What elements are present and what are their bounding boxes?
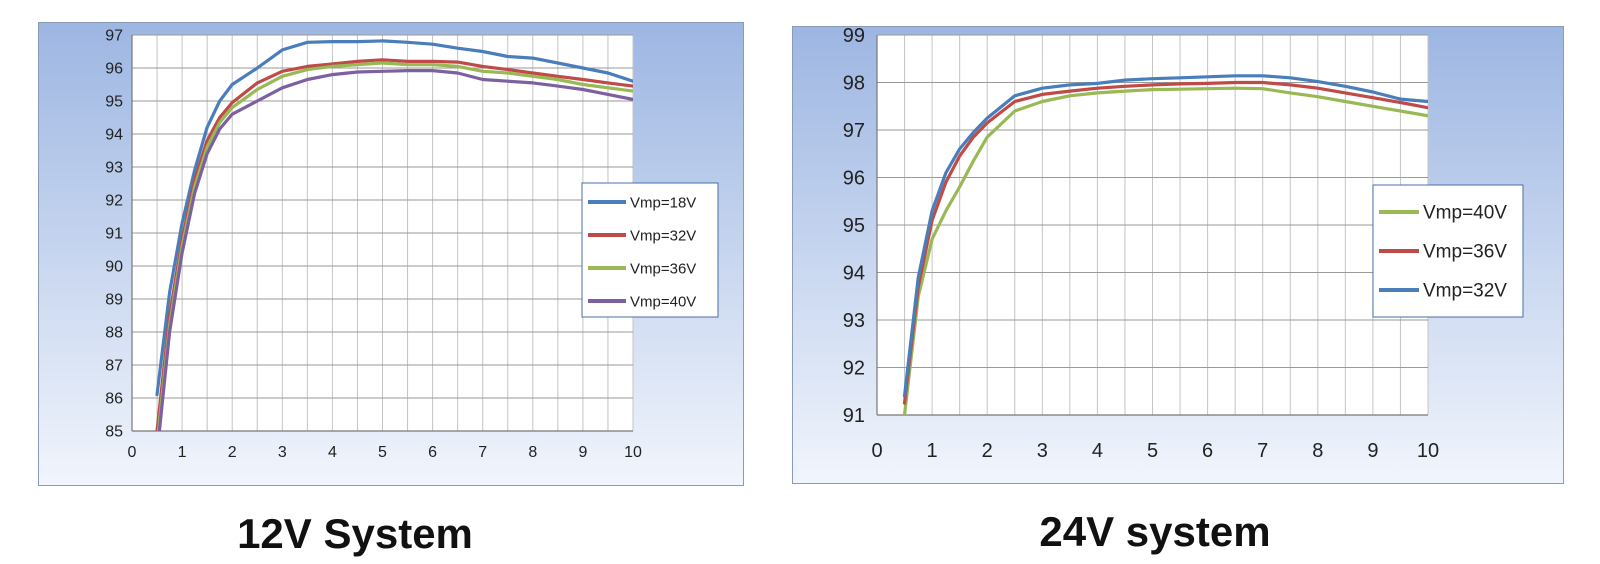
chart-title-24v: 24V system (1039, 508, 1271, 555)
y-tick-label: 96 (105, 61, 123, 78)
series-line-vmp-32v (902, 74, 1428, 398)
x-tick-label: 3 (278, 444, 287, 461)
chart-title-12v: 12V System (237, 510, 473, 557)
legend-label: Vmp=32V (630, 227, 696, 244)
x-tick-label: 9 (1367, 440, 1378, 462)
y-tick-label: 93 (105, 160, 123, 177)
y-tick-label: 97 (105, 28, 123, 45)
series-line-vmp-36v (156, 61, 633, 431)
y-tick-label: 94 (843, 263, 865, 285)
series-line-vmp-40v (157, 68, 633, 431)
x-tick-label: 1 (178, 444, 187, 461)
legend-label: Vmp=36V (630, 260, 696, 277)
chart-panel-12v: 85 86 87 88 89 90 91 92 93 94 95 96 97 0 1 2 3 4 5 6 7 8 9 10 Vm… (38, 22, 744, 486)
x-tick-label: 4 (1092, 440, 1103, 462)
x-tick-label: 8 (528, 444, 537, 461)
y-tick-label: 95 (105, 94, 123, 111)
x-tick-label: 9 (578, 444, 587, 461)
y-tick-label: 96 (843, 168, 865, 190)
y-tick-label: 92 (843, 358, 865, 380)
y-tick-label: 99 (843, 27, 865, 47)
x-tick-label: 2 (228, 444, 237, 461)
x-tick-label: 7 (478, 444, 487, 461)
series-line-vmp-32v (155, 58, 633, 431)
y-tick-label: 86 (105, 391, 123, 408)
gridlines (131, 34, 634, 432)
legend-label: Vmp=36V (1423, 242, 1507, 263)
y-tick-label: 85 (105, 424, 123, 441)
legend: Vmp=40V Vmp=36V Vmp=32V (1372, 184, 1524, 318)
x-tick-label: 10 (624, 444, 642, 461)
series-line-vmp-40v (902, 86, 1428, 415)
y-tick-label: 98 (843, 73, 865, 95)
x-tick-label: 5 (378, 444, 387, 461)
y-tick-label: 90 (105, 259, 123, 276)
legend: Vmp=18V Vmp=32V Vmp=36V Vmp=40V (581, 182, 719, 318)
y-tick-label: 89 (105, 292, 123, 309)
y-tick-label: 94 (105, 127, 123, 144)
y-tick-label: 91 (843, 405, 865, 427)
x-tick-label: 1 (927, 440, 938, 462)
x-tick-label: 0 (128, 444, 137, 461)
y-tick-label: 91 (105, 226, 123, 243)
y-tick-label: 93 (843, 310, 865, 332)
x-tick-label: 6 (428, 444, 437, 461)
y-tick-label: 97 (843, 120, 865, 142)
series-line-vmp-36v (902, 80, 1428, 405)
y-tick-label: 87 (105, 358, 123, 375)
legend-label: Vmp=40V (630, 293, 696, 310)
x-tick-label: 6 (1202, 440, 1213, 462)
y-tick-label: 95 (843, 215, 865, 237)
x-tick-label: 10 (1417, 440, 1439, 462)
x-tick-label: 2 (982, 440, 993, 462)
legend-label: Vmp=40V (1423, 203, 1507, 224)
y-tick-label: 92 (105, 193, 123, 210)
y-tick-label: 88 (105, 325, 123, 342)
legend-box (581, 182, 719, 318)
legend-label: Vmp=18V (630, 194, 696, 211)
series-line-vmp-18v (155, 39, 633, 397)
x-tick-label: 0 (871, 440, 882, 462)
series-group (902, 74, 1428, 415)
legend-label: Vmp=32V (1423, 281, 1507, 302)
gridlines (876, 34, 1429, 416)
chart-panel-24v: 91 92 93 94 95 96 97 98 99 0 1 2 3 4 5 6 7 8 9 10 Vmp=40V Vmp… (792, 26, 1564, 484)
x-tick-label: 8 (1312, 440, 1323, 462)
x-tick-label: 5 (1147, 440, 1158, 462)
series-group (155, 39, 633, 431)
x-tick-label: 4 (328, 444, 337, 461)
x-tick-label: 3 (1037, 440, 1048, 462)
x-tick-label: 7 (1257, 440, 1268, 462)
